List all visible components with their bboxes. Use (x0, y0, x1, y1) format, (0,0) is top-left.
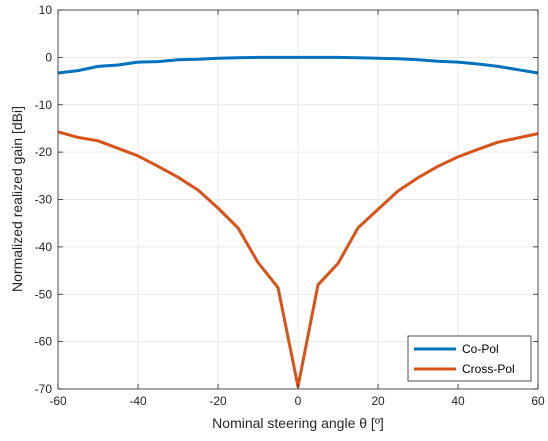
legend-label-co-pol: Co-Pol (462, 342, 499, 356)
y-tick-label: -30 (35, 193, 53, 207)
y-axis-label: Normalized realized gain [dBi] (9, 106, 25, 292)
y-tick-label: 0 (45, 50, 52, 64)
y-tick-label: -60 (35, 335, 53, 349)
series-line-co-pol (57, 55, 539, 75)
x-tick-label: 20 (371, 394, 385, 408)
y-tick-label: -40 (35, 240, 53, 254)
y-tick-label: -50 (35, 287, 53, 301)
legend: Co-Pol Cross-Pol (407, 335, 532, 382)
y-tick-label: -10 (35, 98, 53, 112)
y-tick-label: -20 (35, 145, 53, 159)
legend-box (407, 335, 532, 382)
x-tick-label: -40 (129, 394, 147, 408)
y-tick-label: -70 (35, 382, 53, 396)
ticks (57, 9, 539, 390)
x-tick-label: 60 (531, 394, 545, 408)
x-tick-label: -20 (209, 394, 227, 408)
x-tick-label: 40 (451, 394, 465, 408)
y-tick-label: 10 (39, 3, 53, 17)
x-tick-label: -60 (49, 394, 67, 408)
x-axis-label: Nominal steering angle θ [º] (212, 415, 384, 431)
x-tick-label: 0 (295, 394, 302, 408)
legend-label-cross-pol: Cross-Pol (462, 362, 515, 376)
